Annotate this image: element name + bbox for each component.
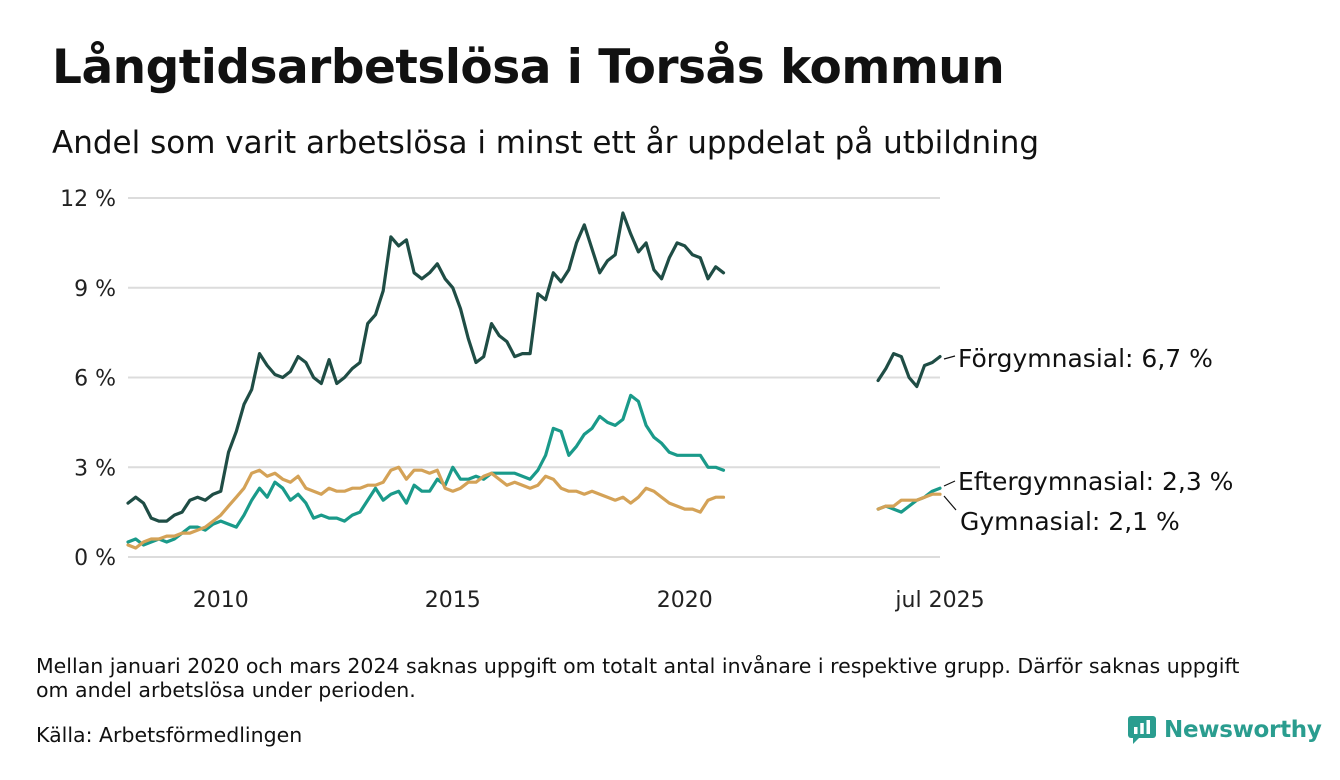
label-leader	[943, 495, 957, 511]
source-text: Källa: Arbetsförmedlingen	[36, 723, 303, 747]
series-lines	[126, 211, 942, 550]
x-axis: 2010 2015 2020 jul 2025	[193, 588, 985, 613]
y-tick-label: 6 %	[74, 367, 116, 392]
chart-subtitle: Andel som varit arbetslösa i minst ett å…	[52, 125, 1040, 161]
chart-title: Långtidsarbetslösa i Torsås kommun	[52, 40, 1005, 95]
label-leader	[943, 480, 956, 487]
series-line-eftergymnasial	[126, 393, 726, 547]
series-line-förgymnasial	[876, 352, 942, 389]
x-tick-label: 2020	[657, 588, 713, 613]
series-line-förgymnasial	[126, 211, 726, 523]
y-tick-label: 0 %	[74, 546, 116, 571]
series-label-gymnasial: Gymnasial: 2,1 %	[960, 507, 1180, 536]
line-chart: 0 % 3 % 6 % 9 % 12 % 2010 2015 2020 jul 2025 Fö…	[60, 187, 1233, 613]
footnote: Mellan januari 2020 och mars 2024 saknas…	[36, 654, 1240, 702]
series-label-eftergymnasial: Eftergymnasial: 2,3 %	[958, 467, 1233, 496]
y-tick-label: 3 %	[74, 456, 116, 481]
x-tick-label: jul 2025	[894, 588, 984, 613]
y-axis: 0 % 3 % 6 % 9 % 12 %	[60, 187, 116, 571]
x-tick-label: 2015	[425, 588, 481, 613]
y-tick-label: 9 %	[74, 277, 116, 302]
y-tick-label: 12 %	[60, 187, 116, 212]
brand-name: Newsworthy	[1164, 717, 1322, 743]
series-line-gymnasial	[126, 465, 726, 550]
grid-lines	[128, 197, 940, 558]
newsworthy-logo-icon	[1128, 716, 1156, 744]
series-label-förgymnasial: Förgymnasial: 6,7 %	[958, 344, 1213, 373]
x-tick-label: 2010	[193, 588, 249, 613]
series-line-gymnasial	[876, 492, 942, 511]
label-leader	[943, 355, 956, 360]
newsworthy-logo: Newsworthy	[1128, 716, 1322, 744]
series-labels: Förgymnasial: 6,7 % Eftergymnasial: 2,3 %…	[943, 344, 1233, 536]
